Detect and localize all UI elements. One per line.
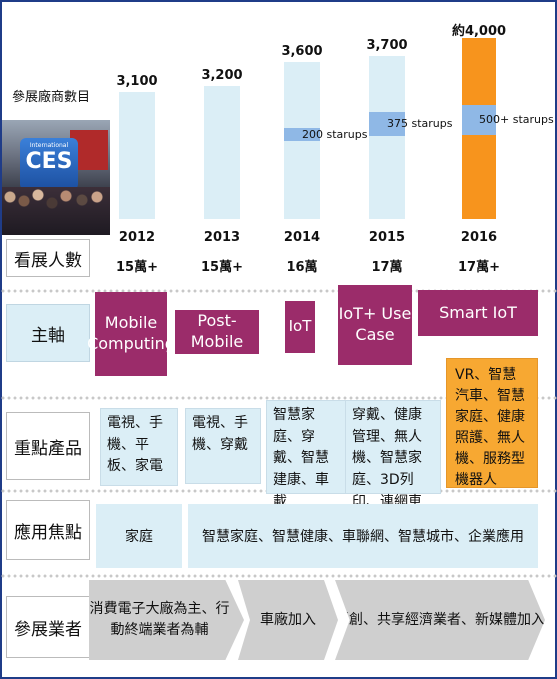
product-2013: 電視、手機、穿戴	[185, 408, 261, 484]
exhibitor-phase-3: 新創、共享經濟業者、新媒體加入	[335, 580, 545, 660]
value-label: 3,600	[281, 44, 323, 59]
startup-band-2015	[369, 112, 405, 136]
bar-2015	[369, 56, 405, 219]
visitor-count: 17萬	[371, 260, 403, 275]
value-label: 3,100	[116, 74, 158, 89]
separator	[0, 288, 557, 294]
product-2012: 電視、手機、平板、家電	[100, 408, 178, 486]
row-label-axis: 主軸	[6, 304, 90, 362]
year-label: 2013	[203, 230, 241, 245]
exhibitor-phase-2: 車廠加入	[238, 580, 338, 660]
axis-post-mobile: Post-Mobile	[175, 310, 259, 354]
ces-logo: International CES	[20, 138, 78, 190]
axis-iot-use-case: IoT+ Use Case	[338, 285, 412, 365]
focus-home: 家庭	[96, 504, 182, 568]
ces-photo: International CES	[2, 120, 110, 235]
bar-2012	[119, 92, 155, 219]
year-label: 2012	[118, 230, 156, 245]
visitor-count: 17萬+	[458, 260, 500, 275]
row-label-focus: 應用焦點	[6, 500, 90, 560]
product-2015: 穿戴、健康管理、無人機、智慧家庭、3D列印、連網車	[345, 400, 441, 510]
startup-band-2014	[284, 128, 320, 141]
crowd	[2, 187, 110, 235]
visitor-count: 15萬+	[201, 260, 243, 275]
focus-smart-apps: 智慧家庭、智慧健康、車聯網、智慧城市、企業應用	[188, 504, 538, 568]
year-label: 2015	[368, 230, 406, 245]
row-label-exhibitors: 參展業者	[6, 596, 90, 658]
ces-logo-text: CES	[25, 149, 73, 174]
row-label-products: 重點產品	[6, 412, 90, 480]
startup-label: 200 starups	[302, 127, 368, 141]
separator	[0, 395, 557, 401]
row-label-visitors: 看展人數	[6, 239, 90, 277]
year-label: 2014	[283, 230, 321, 245]
axis-iot: IoT	[285, 301, 315, 353]
year-label: 2016	[460, 230, 498, 245]
ces-logo-small-text: International	[29, 142, 69, 149]
value-label: 3,700	[366, 38, 408, 53]
startup-label: 500+ starups	[479, 113, 554, 126]
value-label: 3,200	[201, 68, 243, 83]
exhibitor-count-label: 參展廠商數目	[12, 90, 91, 105]
startup-band-2016	[462, 105, 496, 135]
exhibitor-phase-1: 消費電子大廠為主、行動終端業者為輔	[89, 580, 244, 660]
separator	[0, 573, 557, 579]
product-2014: 智慧家庭、穿戴、智慧建康、車載	[266, 400, 346, 510]
visitor-count: 15萬+	[116, 260, 158, 275]
axis-mobile-computing: Mobile Computing	[87, 292, 175, 376]
value-label: 約4,000	[451, 24, 507, 39]
product-2016: VR、智慧汽車、智慧家庭、健康照護、無人機、服務型機器人	[446, 358, 538, 488]
visitor-count: 16萬	[286, 260, 318, 275]
startup-label: 375 starups	[387, 117, 453, 130]
bar-2013	[204, 86, 240, 219]
axis-smart-iot: Smart IoT	[418, 290, 538, 336]
